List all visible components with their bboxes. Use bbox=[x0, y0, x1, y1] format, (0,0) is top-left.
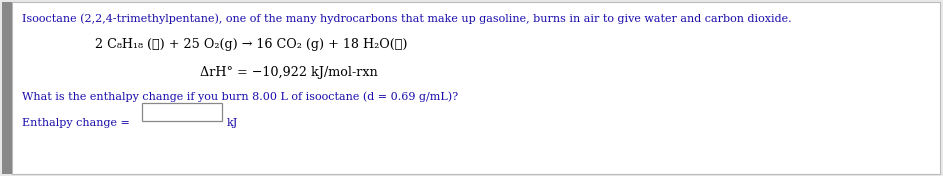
Bar bbox=[142, 103, 222, 121]
Text: What is the enthalpy change if you burn 8.00 L of isooctane (d = 0.69 g/mL)?: What is the enthalpy change if you burn … bbox=[22, 91, 458, 102]
Text: 2 C₈H₁₈ (ℓ) + 25 O₂(g) → 16 CO₂ (g) + 18 H₂O(ℓ): 2 C₈H₁₈ (ℓ) + 25 O₂(g) → 16 CO₂ (g) + 18… bbox=[95, 38, 407, 51]
Text: Enthalpy change =: Enthalpy change = bbox=[22, 118, 133, 128]
Text: ΔrH° = −10,922 kJ/mol-rxn: ΔrH° = −10,922 kJ/mol-rxn bbox=[200, 66, 378, 79]
Text: Isooctane (2,2,4-trimethylpentane), one of the many hydrocarbons that make up ga: Isooctane (2,2,4-trimethylpentane), one … bbox=[22, 13, 791, 24]
Bar bbox=[2, 2, 12, 174]
Text: kJ: kJ bbox=[227, 118, 239, 128]
